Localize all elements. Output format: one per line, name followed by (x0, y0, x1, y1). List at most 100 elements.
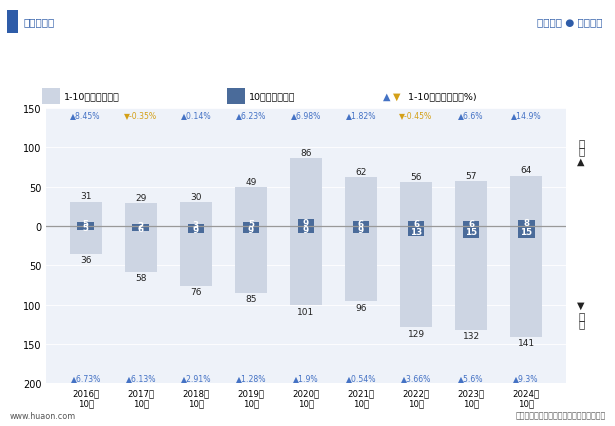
Text: 15: 15 (520, 228, 532, 237)
Text: 132: 132 (462, 331, 480, 340)
Text: 29: 29 (135, 193, 146, 202)
Bar (290, 226, 322, 306)
Text: ▲3.66%: ▲3.66% (401, 373, 431, 382)
Text: 9: 9 (248, 225, 254, 234)
Text: ▲2.91%: ▲2.91% (181, 373, 211, 382)
Bar (518, 220, 534, 226)
Text: ▲6.13%: ▲6.13% (125, 373, 156, 382)
Text: 30: 30 (190, 193, 202, 201)
Text: 9: 9 (192, 225, 199, 234)
Text: ▲14.9%: ▲14.9% (511, 111, 542, 120)
Bar (180, 203, 212, 226)
Bar (463, 226, 480, 238)
Text: ▼-0.45%: ▼-0.45% (400, 111, 433, 120)
Text: 15: 15 (465, 228, 477, 237)
Text: 9: 9 (358, 225, 364, 234)
Text: 数据来源：中国海关；华经产业研究院整理: 数据来源：中国海关；华经产业研究院整理 (515, 411, 606, 420)
Text: 13: 13 (410, 227, 423, 236)
Bar (400, 226, 432, 328)
Text: ▲8.45%: ▲8.45% (71, 111, 101, 120)
Bar (77, 222, 94, 226)
Text: 141: 141 (518, 338, 535, 347)
Bar (42, 89, 60, 105)
Text: 9: 9 (303, 219, 309, 227)
Bar (188, 226, 204, 233)
Bar (353, 226, 370, 233)
Text: ▲1.82%: ▲1.82% (346, 111, 376, 120)
Bar (518, 226, 534, 238)
Text: 进: 进 (578, 310, 584, 320)
Bar (510, 226, 542, 337)
Bar (180, 226, 212, 286)
Text: 2: 2 (138, 221, 144, 230)
Text: 1-10月同比增速（%): 1-10月同比增速（%) (405, 92, 476, 101)
Text: ▲5.6%: ▲5.6% (458, 373, 484, 382)
Text: 36: 36 (80, 256, 92, 265)
Bar (226, 89, 245, 105)
Text: ▲6.6%: ▲6.6% (458, 111, 484, 120)
Text: ▼-0.35%: ▼-0.35% (124, 111, 157, 120)
Bar (463, 222, 480, 226)
Bar (408, 222, 424, 226)
Text: ▲6.98%: ▲6.98% (291, 111, 321, 120)
Bar (7, 11, 18, 34)
Bar (77, 226, 94, 230)
Text: 华经情报网: 华经情报网 (23, 17, 55, 27)
Text: 6: 6 (138, 224, 144, 233)
Text: 9: 9 (303, 225, 309, 234)
Text: ▲: ▲ (383, 92, 390, 102)
Text: ▲1.28%: ▲1.28% (236, 373, 266, 382)
Text: 86: 86 (300, 149, 312, 158)
Bar (290, 159, 322, 226)
Text: ▲1.9%: ▲1.9% (293, 373, 319, 382)
Bar (455, 181, 487, 226)
Text: 1-10月（亿美元）: 1-10月（亿美元） (63, 92, 119, 101)
Bar (235, 226, 267, 293)
Text: 出: 出 (578, 138, 584, 148)
Text: 2016-2024年10月保税物流中心进、出口额: 2016-2024年10月保税物流中心进、出口额 (181, 56, 434, 74)
Bar (242, 226, 259, 233)
Text: 3: 3 (192, 221, 199, 230)
Bar (188, 224, 204, 226)
Bar (298, 219, 314, 226)
Text: ▲0.14%: ▲0.14% (181, 111, 211, 120)
Text: 6: 6 (413, 219, 419, 228)
Text: 49: 49 (245, 178, 256, 187)
Bar (242, 222, 259, 226)
Text: 5: 5 (248, 220, 254, 229)
Text: www.huaon.com: www.huaon.com (9, 411, 76, 420)
Text: ▲0.54%: ▲0.54% (346, 373, 376, 382)
Text: 专业严谨 ● 客观科学: 专业严谨 ● 客观科学 (537, 17, 603, 27)
Text: 5: 5 (82, 220, 89, 229)
Bar (125, 226, 157, 272)
Text: 口: 口 (578, 146, 584, 156)
Text: 31: 31 (80, 192, 92, 201)
Text: 5: 5 (82, 224, 89, 233)
Bar (235, 188, 267, 226)
Text: ▲6.23%: ▲6.23% (236, 111, 266, 120)
Text: 10月（亿美元）: 10月（亿美元） (248, 92, 295, 101)
Bar (353, 222, 370, 226)
Bar (408, 226, 424, 236)
Text: 56: 56 (410, 172, 422, 181)
Text: 85: 85 (245, 294, 256, 303)
Bar (132, 226, 149, 231)
Text: 57: 57 (466, 172, 477, 181)
Bar (345, 226, 377, 302)
Bar (455, 226, 487, 330)
Text: ▲: ▲ (577, 157, 585, 167)
Text: 76: 76 (190, 287, 202, 296)
Bar (69, 226, 101, 255)
Bar (298, 226, 314, 233)
Text: 129: 129 (408, 329, 424, 338)
Bar (510, 176, 542, 226)
Text: 101: 101 (297, 307, 315, 316)
Text: ▲6.73%: ▲6.73% (71, 373, 101, 382)
Bar (69, 202, 101, 226)
Text: 6: 6 (358, 219, 364, 228)
Bar (132, 225, 149, 226)
Text: ▼: ▼ (577, 299, 585, 310)
Text: 6: 6 (468, 219, 474, 228)
Text: 口: 口 (578, 319, 584, 329)
Text: 58: 58 (135, 273, 146, 282)
